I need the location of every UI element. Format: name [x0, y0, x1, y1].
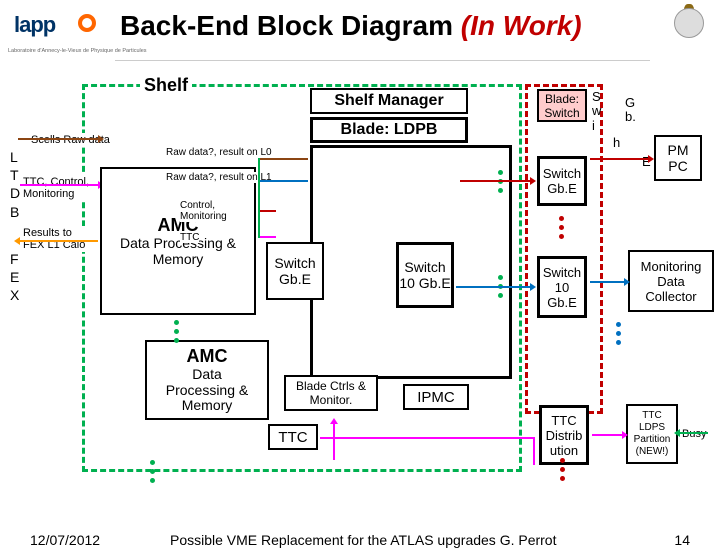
- arrow-to-pmpc: [590, 158, 648, 160]
- arrow-ttc-to-ldps: [592, 434, 622, 436]
- amc2-title: AMC: [187, 346, 228, 367]
- shelf-manager-box: Shelf Manager: [310, 88, 468, 114]
- arrow-fex-out: [20, 240, 98, 242]
- bottom-red-dots: [560, 458, 565, 481]
- arrow-gbe-link: [460, 180, 530, 182]
- footer-date: 12/07/2012: [30, 532, 100, 548]
- switch-gbe-inner: Switch Gb.E: [266, 242, 324, 300]
- label-raw-l0: Raw data?, result on L0: [166, 147, 272, 158]
- h-fragment: h: [613, 135, 620, 150]
- blade-switch-box: Blade: Switch: [537, 89, 587, 122]
- bottom-green-dots: [150, 460, 155, 483]
- lapp-ring-icon: [78, 14, 96, 32]
- switch-10-right: Switch 10 Gb.E: [537, 256, 587, 318]
- input-ttc-ctrl: TTC, Control, Monitoring: [22, 175, 92, 201]
- label-raw-l1: Raw data?, result on L1: [166, 172, 272, 183]
- ttc-line-h: [320, 437, 534, 439]
- gb-fragment: G b.: [625, 96, 636, 125]
- switch-fragment: S w i: [592, 90, 601, 133]
- arrow-to-mon: [590, 281, 624, 283]
- title-italic: (In Work): [461, 10, 582, 41]
- page-title: Back-End Block Diagram (In Work): [120, 10, 582, 42]
- ttc-line-v: [333, 424, 335, 460]
- title-main: Back-End Block Diagram: [120, 10, 461, 41]
- monitoring-collector-box: Monitoring Data Collector: [628, 250, 714, 312]
- label-ctrl-mon: Control, Monitoring: [180, 200, 240, 222]
- label-ttc-small: TTC: [180, 232, 199, 243]
- fex-label: F E X: [10, 250, 20, 305]
- footer-page: 14: [674, 532, 690, 548]
- amc-block-2: AMC Data Processing & Memory: [145, 340, 269, 420]
- shelf-label: Shelf: [140, 75, 192, 96]
- blade-ctrls-box: Blade Ctrls & Monitor.: [284, 375, 378, 411]
- pm-pc-box: PM PC: [654, 135, 702, 181]
- arrow-ttc-in: [20, 184, 98, 186]
- arrow-scells: [18, 138, 98, 140]
- switch-gbe-right: Switch Gb.E: [537, 156, 587, 206]
- ttc-line-v2: [533, 437, 535, 465]
- red-dashed-column: [525, 84, 603, 414]
- busy-label: Busy: [682, 428, 706, 440]
- arrow-bundle-2: [258, 180, 308, 182]
- title-underline: [115, 60, 650, 61]
- ipmc-box: IPMC: [403, 384, 469, 410]
- amc-gap-dots: [174, 320, 179, 343]
- amc1-sub: Data Processing & Memory: [102, 236, 254, 267]
- amc-block-1: AMC Data Processing & Memory: [100, 167, 256, 315]
- blade-ldpb-box: Blade: LDPB: [310, 117, 468, 143]
- ttc-ldps-box: TTC LDPS Partition (NEW!): [626, 404, 678, 464]
- switch-10-inner: Switch 10 Gb.E: [396, 242, 454, 308]
- footer-center: Possible VME Replacement for the ATLAS u…: [170, 532, 556, 548]
- arrow-bundle-5: [258, 158, 260, 238]
- input-results-fex: Results to FEX L1 Calo: [22, 226, 92, 252]
- lapp-logo: lapp: [8, 8, 108, 46]
- arrow-bundle-3: [258, 210, 276, 212]
- arrow-busy: [680, 432, 708, 434]
- amc2-sub: Data Processing & Memory: [147, 367, 267, 413]
- ltdb-label: L T D B: [10, 148, 20, 221]
- lapp-subtitle: Laboratoire d'Annecy-le-Vieux de Physiqu…: [8, 48, 147, 54]
- arrow-bundle-4: [258, 236, 276, 238]
- arrow-10-link: [456, 286, 530, 288]
- atlas-logo: [668, 4, 712, 48]
- atlas-globe-icon: [674, 8, 704, 38]
- mon-link-dots: [616, 322, 621, 345]
- arrow-bundle-1: [258, 158, 308, 160]
- lapp-text: lapp: [14, 12, 55, 38]
- ttc-distribution-box: TTC Distrib ution: [539, 405, 589, 465]
- right-col-dots1: [559, 216, 564, 239]
- ttc-box: TTC: [268, 424, 318, 450]
